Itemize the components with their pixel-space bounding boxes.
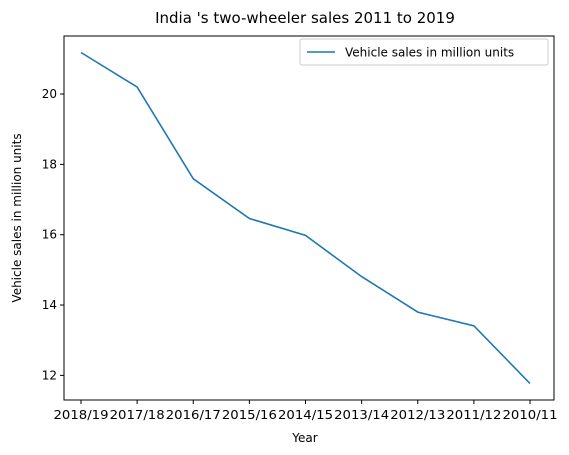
y-tick-label: 18: [42, 157, 57, 171]
x-tick-label: 2010/11: [503, 408, 558, 422]
legend-box: [299, 38, 549, 66]
legend: Vehicle sales in million units: [299, 38, 549, 66]
y-tick-label: 12: [42, 368, 57, 382]
x-tick-label: 2011/12: [446, 408, 501, 422]
y-axis: 12 14 16 18 20: [42, 87, 64, 382]
x-tick-label: 2017/18: [110, 408, 165, 422]
y-tick-label: 16: [42, 228, 57, 242]
x-tick-label: 2015/16: [222, 408, 277, 422]
x-axis: 2018/19 2017/18 2016/17 2015/16 2014/15 2013/…: [54, 400, 558, 422]
series-line: [80, 51, 531, 385]
y-axis-label: Vehicle sales in million units: [10, 133, 24, 302]
x-tick-label: 2016/17: [166, 408, 221, 422]
legend-label: Vehicle sales in million units: [345, 46, 514, 60]
x-tick-label: 2012/13: [390, 408, 445, 422]
x-tick-label: 2018/19: [54, 408, 109, 422]
y-tick-label: 14: [42, 298, 57, 312]
chart-title: India 's two-wheeler sales 2011 to 2019: [155, 9, 455, 27]
x-tick-label: 2013/14: [334, 408, 389, 422]
x-tick-label: 2014/15: [278, 408, 333, 422]
x-axis-label: Year: [291, 431, 317, 445]
plot-area: [63, 35, 555, 401]
y-tick-label: 20: [42, 87, 57, 101]
